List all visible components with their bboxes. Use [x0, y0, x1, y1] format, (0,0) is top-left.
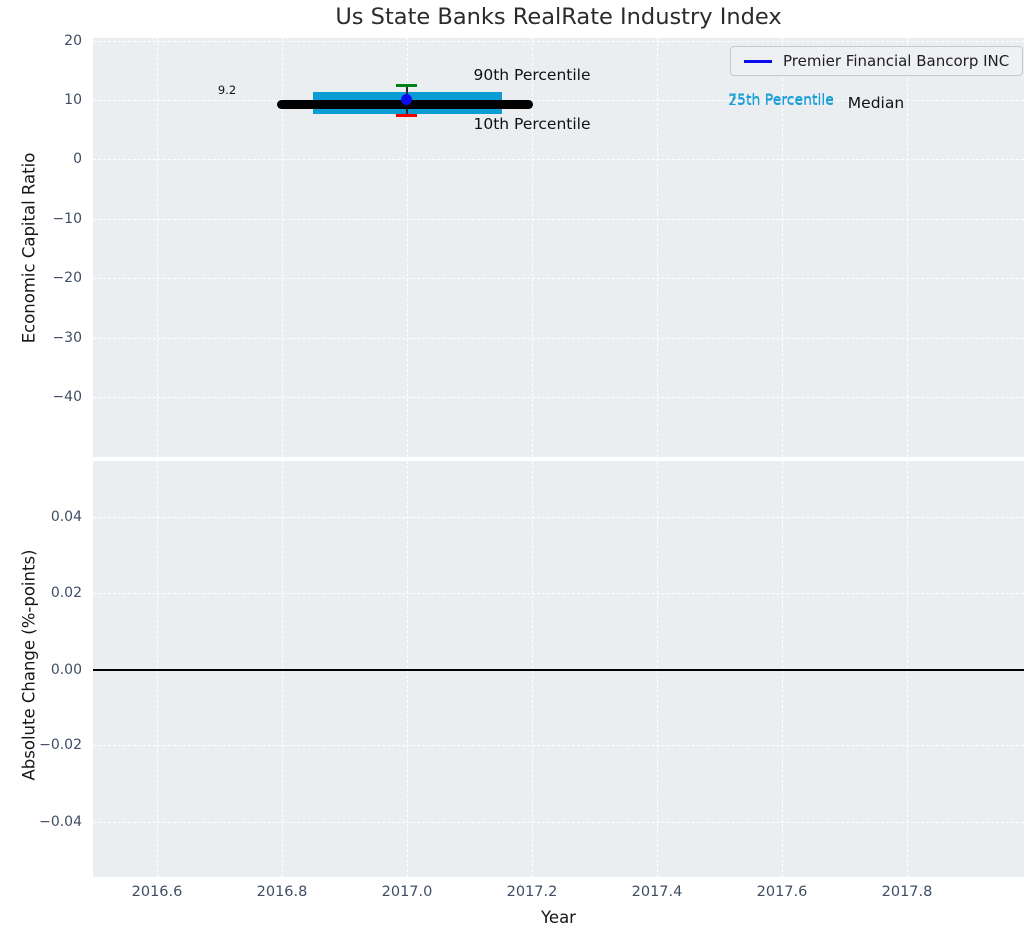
gridline-v-2017.8: [907, 38, 908, 457]
ytick--0.04: −0.04: [39, 814, 82, 830]
p10-whisker-cap: [396, 114, 417, 117]
xtick-2017.8: 2017.8: [881, 884, 933, 900]
chart-title: Us State Banks RealRate Industry Index: [335, 4, 782, 30]
gridline-v-2016.8: [282, 38, 283, 457]
p90-whisker-cap: [396, 84, 417, 87]
bottom-y-axis-label: Absolute Change (%-points): [19, 549, 39, 781]
gridline-h--40: [93, 397, 1024, 398]
xtick-2016.8: 2016.8: [256, 884, 308, 900]
legend-label: Premier Financial Bancorp INC: [783, 52, 1010, 70]
p25-annotation: 25th Percentile: [728, 93, 834, 109]
top-plot-area: 9.2 90th Percentile 10th Percentile 75th…: [93, 38, 1024, 457]
x-axis-label: Year: [541, 908, 576, 927]
zero-reference-line: [93, 669, 1024, 671]
gridline-v-2017.4: [657, 38, 658, 457]
gridline-v-2017.0: [407, 38, 408, 457]
ytick-0.00: 0.00: [50, 662, 82, 678]
xtick-2017.2: 2017.2: [506, 884, 558, 900]
ytick--10: −10: [52, 211, 82, 227]
xtick-2017.4: 2017.4: [631, 884, 683, 900]
p10-annotation: 10th Percentile: [473, 115, 591, 133]
ytick--0.02: −0.02: [39, 737, 82, 753]
gridline-h--0.02: [93, 745, 1024, 746]
p90-annotation: 90th Percentile: [473, 66, 591, 84]
ytick-0.02: 0.02: [50, 585, 82, 601]
legend: Premier Financial Bancorp INC: [730, 46, 1024, 76]
p75-annotation: 75th Percentile: [728, 92, 834, 108]
legend-line-swatch: [744, 59, 772, 63]
gridline-h-20: [93, 41, 1024, 42]
gridline-h--10: [93, 219, 1024, 220]
gridline-v-2017.2: [532, 38, 533, 457]
bottom-plot-area: [93, 461, 1024, 877]
ytick-0.04: 0.04: [50, 509, 82, 525]
gridline-h--20: [93, 278, 1024, 279]
gridline-h-0.04: [93, 517, 1024, 518]
gridline-v-2016.6: [157, 38, 158, 457]
gridline-h-0: [93, 159, 1024, 160]
ytick--30: −30: [52, 330, 82, 346]
gridline-h--0.04: [93, 822, 1024, 823]
xtick-2017.6: 2017.6: [756, 884, 808, 900]
gridline-h--30: [93, 338, 1024, 339]
ytick--20: −20: [52, 270, 82, 286]
xtick-2016.6: 2016.6: [131, 884, 183, 900]
ytick-10: 10: [64, 92, 82, 108]
gridline-v-2017.6: [782, 38, 783, 457]
ytick-0: 0: [73, 151, 82, 167]
gridline-h-0.02: [93, 593, 1024, 594]
xtick-2017.0: 2017.0: [381, 884, 433, 900]
ytick-20: 20: [64, 33, 82, 49]
top-y-axis-label: Economic Capital Ratio: [19, 152, 39, 344]
median-value-label: 9.2: [217, 83, 237, 97]
median-annotation: Median: [847, 94, 905, 112]
company-data-point: [401, 94, 412, 105]
gridline-h-10: [93, 100, 1024, 101]
ytick--40: −40: [52, 389, 82, 405]
